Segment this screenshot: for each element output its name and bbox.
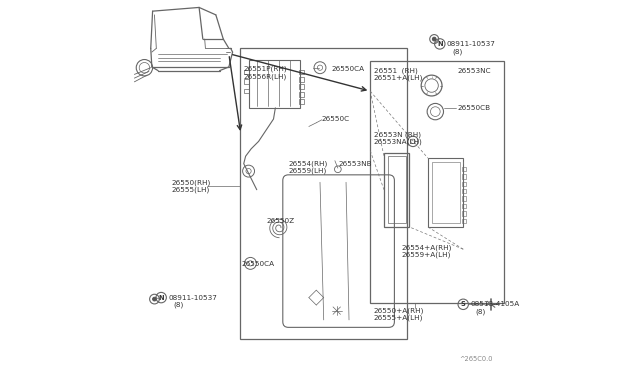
Text: 26551P(RH): 26551P(RH) [244, 65, 287, 72]
Text: 08911-10537: 08911-10537 [168, 295, 217, 301]
Text: 26550Z: 26550Z [266, 218, 294, 224]
Bar [370, 61, 504, 303]
Text: 26553NC: 26553NC [458, 68, 492, 74]
Text: 08513-4105A: 08513-4105A [470, 301, 520, 307]
Text: 26559+A(LH): 26559+A(LH) [402, 251, 451, 258]
Bar [462, 167, 466, 171]
Text: 26555(LH): 26555(LH) [172, 186, 209, 193]
Bar [299, 77, 305, 82]
Bar [388, 156, 406, 223]
Bar [244, 79, 250, 84]
Bar [384, 153, 410, 227]
Text: 26550C: 26550C [322, 116, 350, 122]
Bar [250, 60, 300, 108]
Text: 26553NB: 26553NB [339, 161, 372, 167]
Bar [462, 196, 466, 201]
Text: 26550(RH): 26550(RH) [172, 179, 211, 186]
Text: 26555+A(LH): 26555+A(LH) [374, 315, 423, 321]
Text: 26550CA: 26550CA [331, 66, 364, 72]
Text: 26554+A(RH): 26554+A(RH) [402, 244, 452, 251]
Bar [244, 89, 250, 93]
Circle shape [433, 37, 436, 41]
Text: (8): (8) [452, 48, 463, 55]
Text: ^265C0.0: ^265C0.0 [460, 356, 493, 362]
Text: 26551  (RH): 26551 (RH) [374, 67, 418, 74]
Bar [244, 70, 250, 74]
Bar [299, 99, 305, 104]
Bar [299, 92, 305, 97]
Bar [428, 158, 463, 227]
Text: 26550CA: 26550CA [242, 261, 275, 267]
Text: N: N [158, 295, 164, 301]
Bar [240, 48, 408, 339]
Text: (8): (8) [174, 301, 184, 308]
Circle shape [152, 297, 156, 301]
Bar [462, 204, 466, 208]
Text: 26553NA(LH): 26553NA(LH) [374, 139, 422, 145]
Bar [299, 84, 305, 89]
Bar [462, 219, 466, 223]
Text: 08911-10537: 08911-10537 [447, 41, 496, 47]
Text: 26550+A(RH): 26550+A(RH) [374, 307, 424, 314]
Bar [299, 70, 305, 74]
Text: 26556R(LH): 26556R(LH) [244, 74, 287, 80]
Text: 26559(LH): 26559(LH) [289, 168, 326, 174]
Text: (8): (8) [476, 308, 486, 315]
Bar [462, 182, 466, 186]
Text: 26553N (RH): 26553N (RH) [374, 131, 421, 138]
Bar [462, 189, 466, 193]
Text: 26551+A(LH): 26551+A(LH) [374, 75, 423, 81]
Text: 26554(RH): 26554(RH) [289, 160, 328, 167]
Text: N: N [437, 41, 443, 47]
Text: 26550CB: 26550CB [458, 105, 491, 111]
Bar [462, 211, 466, 216]
Bar [462, 174, 466, 179]
Text: S: S [461, 301, 465, 307]
Bar [431, 162, 460, 223]
